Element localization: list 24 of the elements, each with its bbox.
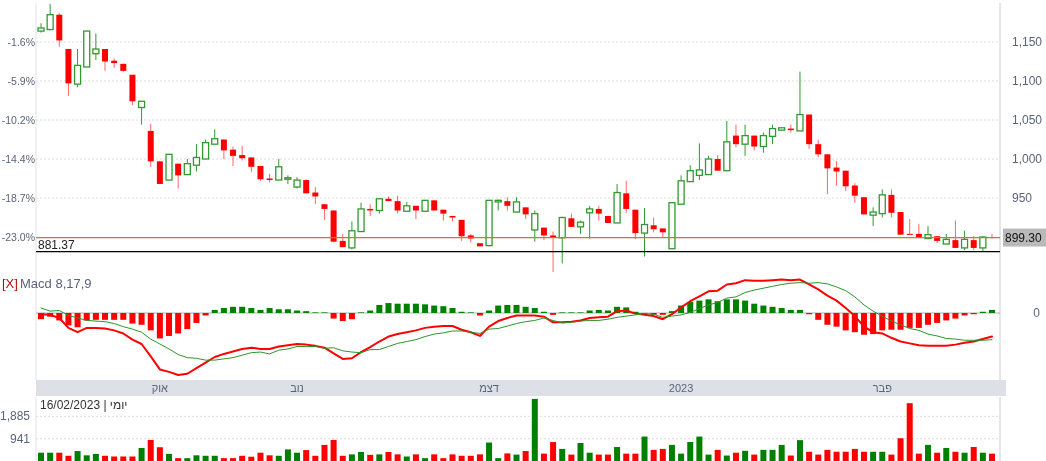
y2-tick-label: -1.6%: [7, 36, 35, 49]
y2-tick-label: -10.2%: [1, 114, 35, 127]
x-tick-label: נוב: [290, 382, 304, 394]
y2-tick-label: -23.0%: [1, 230, 35, 243]
y-tick-label: 1,100: [1012, 74, 1043, 88]
x-tick-label: דצמ: [479, 382, 499, 394]
y-tick-label: 950: [1012, 191, 1033, 205]
x-tick-label: פבר: [872, 382, 893, 394]
ref-line-label: 881.37: [38, 237, 76, 252]
y-tick-label: 1,150: [1012, 35, 1043, 49]
y2-tick-label: -18.7%: [1, 191, 35, 204]
ref-line-label: 899.30: [1005, 230, 1043, 245]
chart-title: Macd 8,17,9: [20, 276, 92, 291]
annotation: יומי | 16/02/2023: [40, 398, 128, 412]
y-tick-label: 1,885: [0, 409, 31, 424]
y-tick-label: 941: [9, 431, 31, 446]
x-tick-label: 2023: [668, 382, 694, 394]
y2-tick-label: -14.4%: [1, 152, 35, 165]
text: [X]: [2, 276, 18, 291]
y-tick-label: 1,000: [1012, 152, 1043, 166]
y2-tick-label: -5.9%: [7, 75, 35, 88]
x-tick-label: אוק: [151, 382, 169, 394]
y-tick-label: 1,050: [1012, 113, 1043, 127]
ref-line-label: 0: [1033, 306, 1041, 320]
